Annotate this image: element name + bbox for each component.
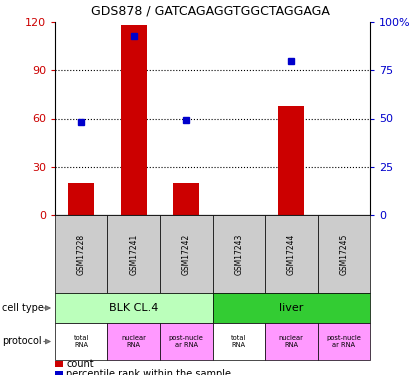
Text: total
RNA: total RNA	[231, 335, 247, 348]
Text: post-nucle
ar RNA: post-nucle ar RNA	[169, 335, 204, 348]
Text: cell type: cell type	[2, 303, 44, 313]
Text: liver: liver	[279, 303, 303, 313]
Text: GDS878 / GATCAGAGGTGGCTAGGAGA: GDS878 / GATCAGAGGTGGCTAGGAGA	[91, 5, 329, 18]
Text: percentile rank within the sample: percentile rank within the sample	[66, 369, 231, 375]
Bar	[121, 25, 147, 215]
Text: GSM17244: GSM17244	[287, 233, 296, 274]
Text: count: count	[66, 359, 94, 369]
Bar	[68, 183, 94, 215]
Text: GSM17243: GSM17243	[234, 233, 243, 274]
Bar	[278, 106, 304, 215]
Text: GSM17242: GSM17242	[182, 233, 191, 274]
Text: GSM17245: GSM17245	[339, 233, 348, 274]
Text: post-nucle
ar RNA: post-nucle ar RNA	[326, 335, 361, 348]
Text: BLK CL.4: BLK CL.4	[109, 303, 158, 313]
Text: nuclear
RNA: nuclear RNA	[121, 335, 146, 348]
Text: GSM17228: GSM17228	[77, 233, 86, 274]
Text: nuclear
RNA: nuclear RNA	[279, 335, 304, 348]
Bar	[173, 183, 200, 215]
Text: GSM17241: GSM17241	[129, 233, 138, 274]
Text: protocol: protocol	[2, 336, 42, 346]
Text: total
RNA: total RNA	[74, 335, 89, 348]
